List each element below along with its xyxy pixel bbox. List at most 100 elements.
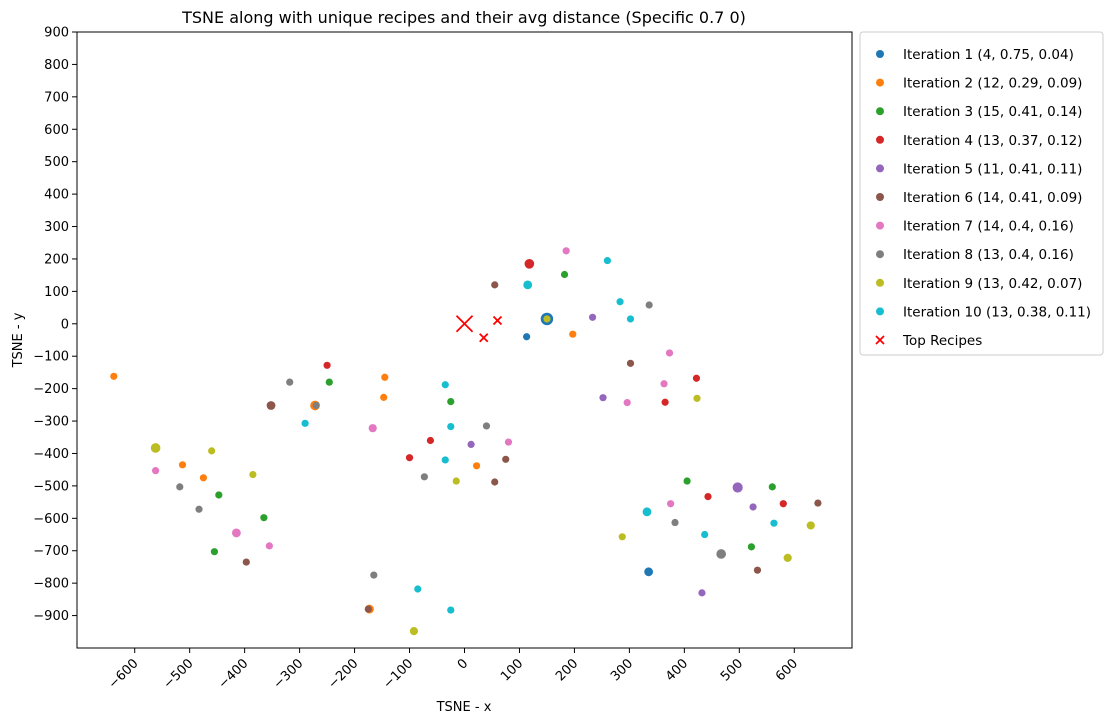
y-tick-label: −400	[33, 447, 69, 462]
data-point-iteration-5	[698, 589, 706, 597]
data-point-iteration-9	[543, 315, 551, 323]
legend-marker-top-recipes	[875, 335, 885, 345]
data-point-iteration-3	[747, 543, 756, 551]
legend-label: Iteration 5 (11, 0.41, 0.11)	[903, 161, 1082, 177]
data-point-iteration-6	[626, 359, 635, 367]
data-point-iteration-3	[768, 483, 776, 491]
y-tick-label: 300	[44, 220, 69, 235]
y-tick-label: −900	[33, 609, 69, 624]
y-tick-label: 800	[44, 58, 69, 73]
data-point-iteration-8	[671, 518, 679, 527]
data-point-iteration-8	[370, 571, 378, 579]
data-point-iteration-6	[502, 455, 510, 463]
data-point-iteration-7	[562, 247, 570, 255]
data-point-iteration-7	[265, 542, 273, 550]
data-point-iteration-4	[779, 500, 787, 508]
data-point-iteration-2	[199, 474, 208, 482]
legend-label: Iteration 3 (15, 0.41, 0.14)	[903, 104, 1082, 120]
data-point-iteration-10	[642, 507, 652, 517]
legend-marker-iteration-8	[876, 250, 884, 259]
legend-label: Iteration 8 (13, 0.4, 0.16)	[903, 247, 1074, 263]
data-point-iteration-10	[616, 298, 624, 306]
data-point-iteration-7	[368, 424, 377, 433]
data-point-iteration-10	[626, 315, 635, 323]
data-point-iteration-8	[195, 505, 203, 513]
x-tick-label: 200	[553, 656, 581, 684]
x-tick-label: −500	[161, 656, 197, 692]
plot-frame	[76, 31, 853, 649]
legend: Iteration 1 (4, 0.75, 0.04) Iteration 2 (…	[859, 31, 1104, 356]
data-point-iteration-9	[409, 627, 419, 636]
y-tick-label: −600	[33, 512, 69, 527]
data-point-iteration-10	[441, 456, 449, 464]
chart-title: TSNE along with unique recipes and their…	[181, 8, 746, 27]
y-tick-label: 200	[44, 252, 69, 267]
data-point-iteration-2	[472, 462, 481, 470]
top-recipe-marker	[455, 315, 474, 333]
data-point-iteration-8	[420, 473, 428, 481]
x-tick-label: −300	[271, 656, 307, 692]
data-point-iteration-4	[323, 361, 331, 369]
y-tick-label: −500	[33, 479, 69, 494]
data-point-iteration-3	[683, 477, 691, 485]
data-point-iteration-2	[380, 393, 388, 401]
data-point-iteration-8	[645, 301, 653, 309]
data-point-iteration-10	[301, 419, 309, 427]
data-point-iteration-3	[215, 491, 223, 499]
data-point-iteration-3	[325, 378, 333, 386]
data-point-iteration-4	[405, 454, 414, 462]
data-point-iteration-4	[524, 258, 535, 269]
data-point-iteration-9	[452, 477, 460, 485]
data-point-iteration-10	[770, 519, 778, 527]
data-point-iteration-5	[588, 313, 597, 321]
data-point-iteration-8	[716, 549, 727, 559]
data-point-iteration-10	[441, 381, 449, 389]
x-tick-label: −100	[381, 656, 417, 692]
data-point-iteration-3	[210, 548, 219, 556]
legend-label: Iteration 10 (13, 0.38, 0.11)	[903, 304, 1091, 320]
data-point-iteration-10	[603, 256, 612, 265]
data-point-iteration-7	[151, 467, 160, 475]
data-point-iteration-3	[260, 514, 268, 522]
x-axis-title: TSNE - x	[436, 700, 492, 715]
legend-items: Iteration 1 (4, 0.75, 0.04) Iteration 2 (…	[875, 47, 1091, 349]
y-axis-title: TSNE - y	[11, 312, 26, 368]
data-point-iteration-8	[312, 401, 320, 410]
x-tick-label: −400	[216, 656, 252, 692]
data-point-iteration-4	[426, 436, 435, 445]
data-point-iteration-8	[482, 422, 491, 430]
y-tick-label: −700	[33, 544, 69, 559]
legend-marker-iteration-9	[876, 278, 884, 287]
y-tick-label: −100	[33, 350, 69, 365]
data-point-iteration-4	[692, 374, 701, 382]
data-point-iteration-9	[208, 447, 216, 455]
data-point-iteration-6	[364, 605, 372, 613]
data-point-iteration-2	[178, 461, 187, 469]
data-point-iteration-6	[266, 401, 276, 410]
legend-marker-iteration-1	[876, 50, 884, 58]
x-tick-label: 600	[773, 656, 801, 684]
x-tick-label: 100	[498, 656, 526, 684]
top-recipe-marker	[479, 333, 489, 343]
legend-box	[859, 31, 1104, 356]
y-tick-label: 900	[44, 26, 69, 41]
data-points	[110, 247, 822, 636]
y-tick-label: 600	[44, 123, 69, 138]
legend-marker-iteration-5	[876, 164, 884, 173]
legend-marker-iteration-2	[876, 78, 884, 87]
data-point-iteration-9	[693, 394, 701, 402]
data-point-iteration-10	[414, 585, 422, 593]
x-tick-label: 0	[455, 656, 471, 672]
data-point-iteration-1	[644, 567, 654, 577]
y-tick-label: 400	[44, 188, 69, 203]
y-tick-label: 700	[44, 90, 69, 105]
data-point-iteration-8	[176, 483, 184, 491]
data-point-iteration-7	[504, 438, 513, 446]
y-tick-label: 500	[44, 155, 69, 170]
data-point-iteration-9	[249, 470, 257, 479]
legend-label: Iteration 7 (14, 0.4, 0.16)	[903, 219, 1074, 235]
x-tick-label: −200	[326, 656, 362, 692]
data-point-iteration-7	[623, 398, 631, 407]
data-point-iteration-10	[701, 530, 709, 539]
